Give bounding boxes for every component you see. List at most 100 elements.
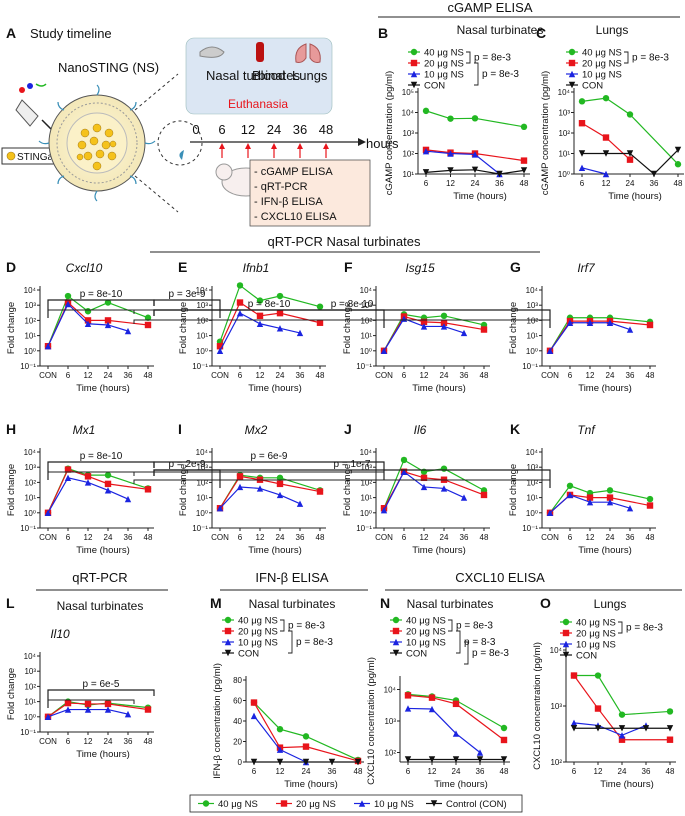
x-tick-label: 12 (586, 371, 595, 380)
x-tick-label: 12 (84, 371, 93, 380)
legend-marker (410, 48, 418, 56)
panel-label-o: O (540, 595, 551, 611)
data-point (586, 319, 594, 326)
chart-title: Ifnb1 (243, 261, 270, 275)
legend-marker (392, 616, 400, 624)
data-point (276, 325, 284, 332)
data-point (618, 732, 626, 739)
y-tick-label: 10² (360, 316, 372, 325)
data-point (64, 474, 72, 482)
y-axis-label: CXCL10 concentration (pg/ml) (366, 657, 377, 785)
data-point (302, 758, 310, 766)
chart-title: Nasal turbinates (457, 23, 544, 37)
data-point (144, 486, 152, 493)
legend-marker (568, 48, 576, 56)
chart-k: K Tnf 10⁻¹ 10⁰ 10¹ 10² 10³ 10⁴ CON 6 12 24 36 48 Time … (133, 421, 656, 556)
data-point (250, 758, 258, 766)
x-tick-label: 24 (606, 371, 615, 380)
y-tick-label: 10² (558, 129, 570, 138)
significance-bracket (153, 461, 385, 480)
data-point (64, 292, 72, 300)
drop-icon (179, 150, 184, 160)
section-qrt: qRT-PCR (72, 570, 127, 585)
y-axis-label: Fold change (508, 464, 519, 516)
data-point (84, 479, 92, 486)
data-point (276, 480, 284, 488)
data-point (250, 712, 258, 720)
x-tick-label: CON (39, 371, 57, 380)
data-point (626, 505, 634, 512)
euthanasia-label: Euthanasia (228, 97, 288, 111)
chart-title: Lungs (596, 23, 629, 37)
chart-title: Il10 (50, 627, 70, 641)
chart-o: O Lungs 10² 10³ 10⁴ 6 12 24 36 48 Time (hours) CXCL… (532, 595, 676, 790)
data-point (276, 758, 284, 766)
y-axis-label: Fold change (178, 302, 189, 354)
p-value: p = 8e-3 (296, 637, 333, 648)
data-point (316, 488, 324, 495)
series-line-2 (407, 707, 481, 753)
data-point (586, 498, 594, 506)
data-point (236, 282, 244, 289)
data-point (144, 314, 152, 321)
y-axis-label: Fold change (342, 464, 353, 516)
y-tick-label: 10¹ (402, 170, 414, 179)
legend-marker (392, 649, 400, 657)
legend-marker (562, 651, 570, 659)
y-tick-label: 10⁻¹ (20, 362, 36, 371)
x-axis-label: Time (hours) (608, 191, 662, 202)
legend-marker (568, 70, 576, 78)
data-point (570, 719, 578, 727)
data-point (500, 724, 508, 732)
data-point (420, 474, 428, 482)
chart-title: Lungs (594, 597, 627, 611)
data-point (84, 700, 92, 708)
y-tick-label: 10⁴ (196, 448, 209, 457)
legend-label: 20 μg NS (582, 59, 622, 70)
data-point (646, 321, 654, 329)
data-point (578, 98, 586, 105)
y-tick-label: 10⁴ (526, 286, 539, 295)
data-point (566, 482, 574, 489)
data-point (422, 147, 430, 155)
data-point (380, 506, 388, 514)
section-cgamp: cGAMP ELISA (447, 0, 532, 15)
bottom-legend: 40 μg NS 20 μg NS 10 μg NS Control (CON) (189, 794, 523, 813)
y-tick-label: 10⁴ (24, 652, 37, 661)
data-point (256, 320, 264, 327)
legend-marker (224, 616, 232, 624)
legend-label: 40 μg NS (424, 48, 464, 59)
y-tick-label: 10⁴ (360, 286, 373, 295)
p-value: p = 8e-3 (456, 621, 493, 632)
data-point (440, 319, 448, 326)
section-ifnb: IFN-β ELISA (255, 570, 329, 585)
p-value: p = 6e-5 (83, 679, 120, 690)
p-value: p = 8e-3 (482, 69, 519, 80)
x-tick-label: 12 (420, 371, 429, 380)
bottom-legend-label: 20 μg NS (296, 799, 336, 810)
bottom-legend-marker (280, 800, 288, 807)
chart-title: Cxcl10 (66, 261, 103, 275)
x-tick-label: 12 (256, 371, 265, 380)
data-point (460, 494, 468, 501)
legend-marker (224, 627, 232, 635)
y-tick-label: 10³ (526, 463, 538, 472)
legend-marker (562, 640, 570, 648)
chart-title: Nasal turbinates (249, 597, 336, 611)
x-tick-label: 36 (642, 767, 651, 776)
chart-g: G Irf7 10⁻¹ 10⁰ 10¹ 10² 10³ 10⁴ CON 6 12 24 36 48 Time… (133, 259, 656, 394)
data-point (124, 710, 132, 718)
x-tick-label: 36 (650, 179, 659, 188)
y-tick-label: 10⁰ (526, 509, 538, 518)
chart-n: N Nasal turbinates 10² 10³ 10⁴ 6 12 24 36 48 Time … (366, 595, 510, 790)
y-tick-label: 10² (526, 478, 538, 487)
significance-bracket (47, 689, 155, 708)
y-tick-label: 10⁵ (402, 88, 414, 97)
data-point (316, 319, 324, 326)
x-tick-label: 36 (124, 533, 133, 542)
p-value: p = 8-3 (464, 637, 496, 648)
panel-label-h: H (6, 421, 16, 437)
y-tick-label: 10¹ (24, 698, 36, 707)
x-axis-label: Time (hours) (453, 191, 507, 202)
y-tick-label: 10¹ (558, 150, 570, 159)
